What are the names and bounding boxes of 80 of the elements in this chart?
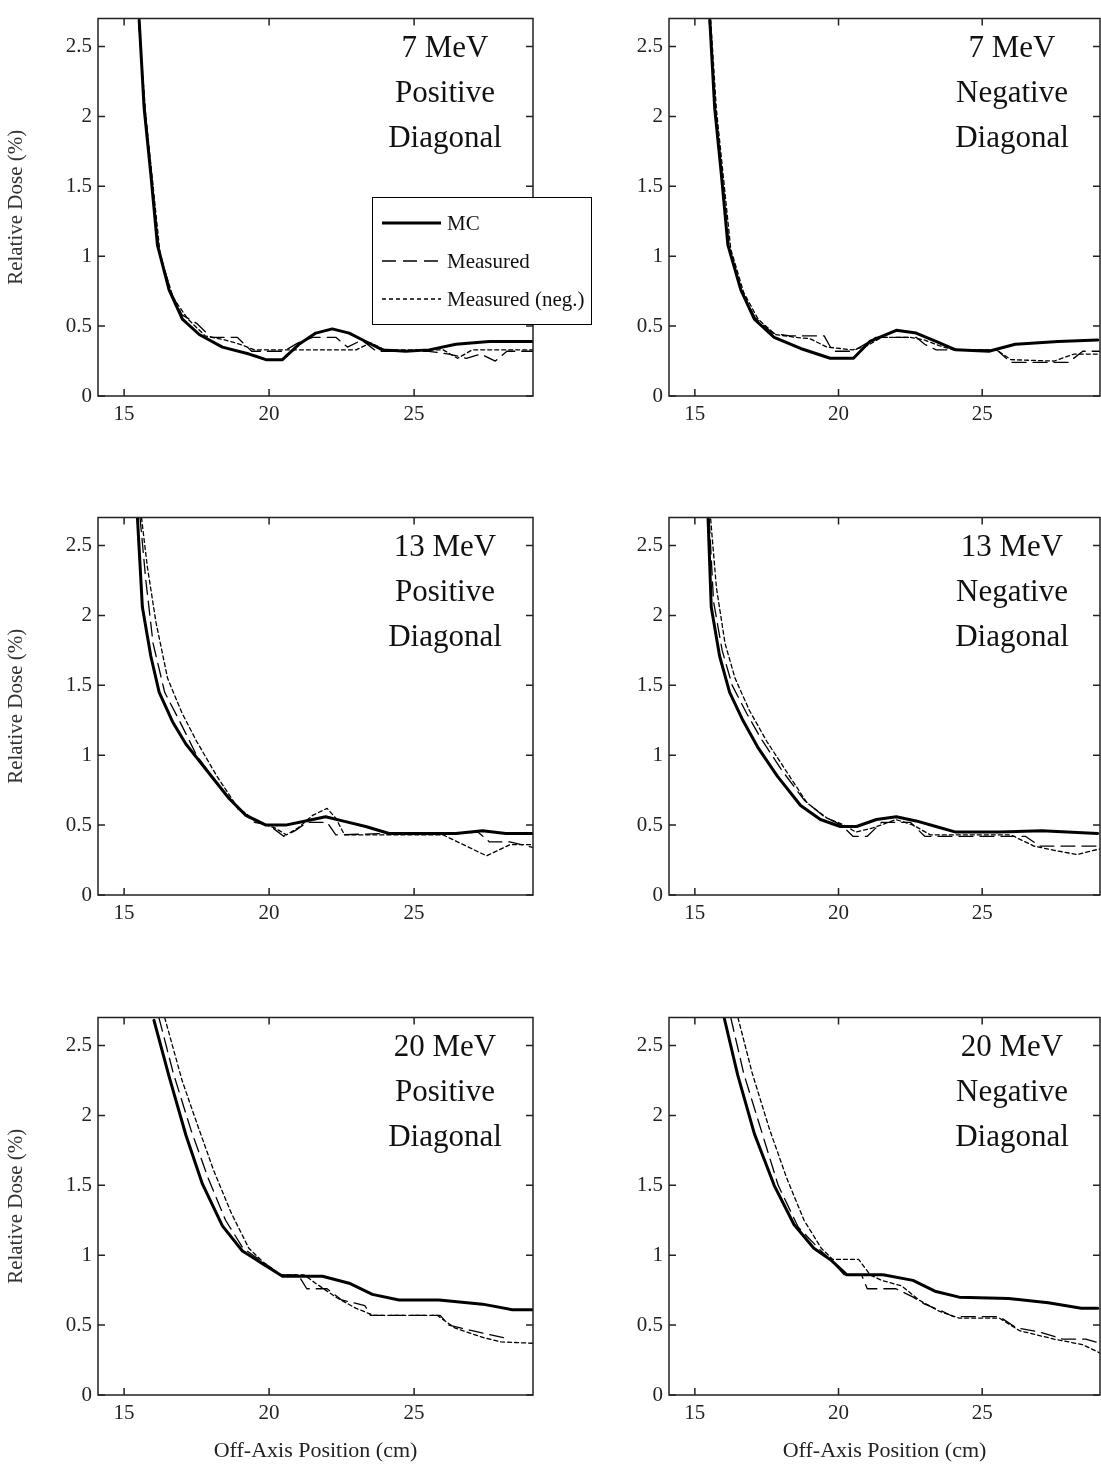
- x-tick-label: 20: [258, 1400, 280, 1425]
- x-tick-label: 15: [113, 401, 135, 426]
- x-tick-label: 15: [113, 900, 135, 925]
- x-axis-title: Off-Axis Position (cm): [213, 1436, 418, 1462]
- x-tick-label: 20: [258, 401, 280, 426]
- y-tick-label: 1.5: [65, 671, 92, 696]
- x-tick-label: 20: [828, 900, 850, 925]
- y-tick-label: 0: [81, 881, 92, 906]
- y-tick-label: 0.5: [636, 811, 663, 836]
- y-tick-label: 2.5: [65, 33, 92, 58]
- y-tick-label: 1: [81, 242, 92, 267]
- annotation: Diagonal: [388, 1117, 502, 1153]
- annotation: Diagonal: [955, 118, 1069, 154]
- annotation: 20 MeV: [960, 1027, 1064, 1063]
- annotation: 13 MeV: [960, 527, 1064, 563]
- x-tick-label: 25: [403, 1400, 425, 1425]
- annotation: Diagonal: [388, 118, 502, 154]
- annotation: Positive: [395, 73, 495, 109]
- x-tick-label: 20: [828, 1400, 850, 1425]
- x-tick-label: 20: [258, 900, 280, 925]
- annotation: Diagonal: [388, 617, 502, 653]
- annotation: Negative: [956, 572, 1068, 608]
- y-tick-label: 1.5: [636, 671, 663, 696]
- y-tick-label: 2.5: [65, 532, 92, 557]
- y-axis-title: Relative Dose (%): [3, 1128, 28, 1284]
- y-tick-label: 0: [81, 1381, 92, 1406]
- y-tick-label: 0: [652, 1381, 663, 1406]
- y-tick-label: 2: [652, 1101, 663, 1126]
- y-tick-label: 2: [652, 102, 663, 127]
- annotation: 13 MeV: [393, 527, 497, 563]
- y-tick-label: 1: [652, 741, 663, 766]
- annotation: Positive: [395, 1072, 495, 1108]
- annotation: 20 MeV: [393, 1027, 497, 1063]
- y-tick-label: 2: [652, 601, 663, 626]
- y-tick-label: 2.5: [65, 1032, 92, 1057]
- y-tick-label: 0: [81, 382, 92, 407]
- annotation: 7 MeV: [401, 28, 490, 64]
- annotation: Negative: [956, 73, 1068, 109]
- annotation: Diagonal: [955, 1117, 1069, 1153]
- y-tick-label: 0.5: [636, 312, 663, 337]
- x-tick-label: 15: [113, 1400, 135, 1425]
- y-tick-label: 2: [81, 601, 92, 626]
- y-axis-title: Relative Dose (%): [3, 129, 28, 285]
- x-tick-label: 25: [403, 401, 425, 426]
- x-tick-label: 15: [684, 401, 706, 426]
- y-tick-label: 0.5: [65, 312, 92, 337]
- y-tick-label: 0.5: [636, 1311, 663, 1336]
- legend-label: Measured (neg.): [447, 286, 585, 312]
- x-tick-label: 25: [971, 1400, 993, 1425]
- y-tick-label: 1.5: [636, 1171, 663, 1196]
- x-tick-label: 25: [971, 900, 993, 925]
- y-tick-label: 1: [81, 741, 92, 766]
- y-tick-label: 1: [652, 242, 663, 267]
- x-tick-label: 25: [971, 401, 993, 426]
- y-tick-label: 1.5: [65, 172, 92, 197]
- y-tick-label: 0: [652, 881, 663, 906]
- annotation: Diagonal: [955, 617, 1069, 653]
- y-tick-label: 2: [81, 1101, 92, 1126]
- y-tick-label: 1: [652, 1241, 663, 1266]
- legend-label: Measured: [447, 248, 530, 274]
- x-tick-label: 15: [684, 1400, 706, 1425]
- y-tick-label: 1.5: [65, 1171, 92, 1196]
- y-tick-label: 2: [81, 102, 92, 127]
- annotation: Positive: [395, 572, 495, 608]
- y-tick-label: 2.5: [636, 33, 663, 58]
- legend-label: MC: [447, 210, 480, 236]
- y-axis-title: Relative Dose (%): [3, 628, 28, 784]
- x-tick-label: 20: [828, 401, 850, 426]
- y-tick-label: 0.5: [65, 811, 92, 836]
- y-tick-label: 0.5: [65, 1311, 92, 1336]
- x-axis-title: Off-Axis Position (cm): [782, 1436, 987, 1462]
- y-tick-label: 1: [81, 1241, 92, 1266]
- y-tick-label: 2.5: [636, 1032, 663, 1057]
- annotation: 7 MeV: [968, 28, 1057, 64]
- y-tick-label: 2.5: [636, 532, 663, 557]
- y-tick-label: 0: [652, 382, 663, 407]
- annotation: Negative: [956, 1072, 1068, 1108]
- x-tick-label: 15: [684, 900, 706, 925]
- y-tick-label: 1.5: [636, 172, 663, 197]
- x-tick-label: 25: [403, 900, 425, 925]
